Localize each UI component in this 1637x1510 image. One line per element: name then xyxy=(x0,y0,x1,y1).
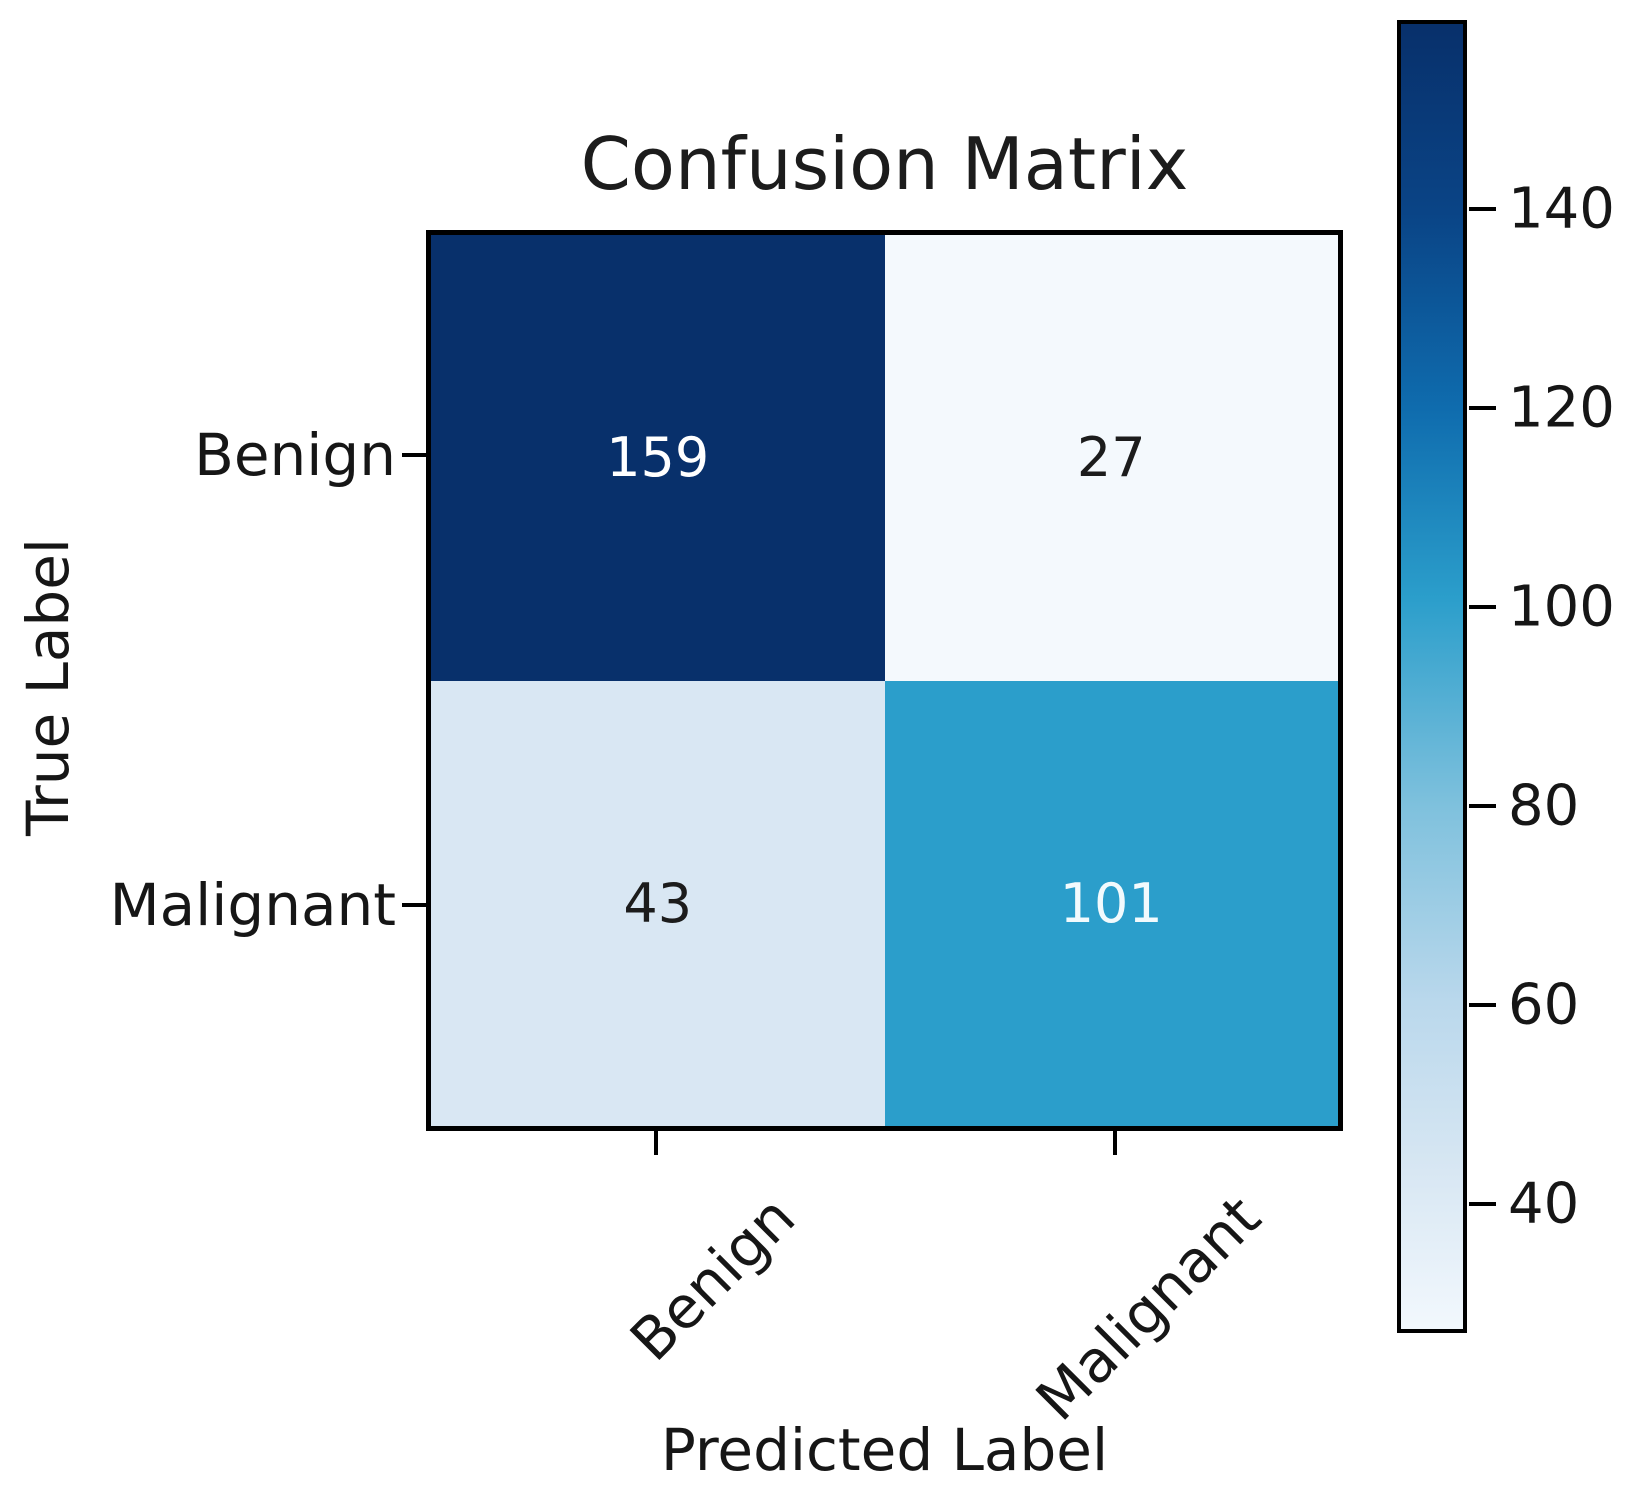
heatmap-cell-true-malignant-pred-benign: 43 xyxy=(431,680,885,1126)
y-tick-mark xyxy=(402,903,426,907)
y-tick-mark xyxy=(402,453,426,457)
x-tick-label-malignant: Malignant xyxy=(1022,1183,1274,1434)
heatmap-cell-true-benign-pred-malignant: 27 xyxy=(884,235,1338,681)
colorbar-tick-label: 120 xyxy=(1508,375,1615,441)
colorbar-tick-label: 80 xyxy=(1508,773,1580,839)
heatmap-cell-true-benign-pred-benign: 159 xyxy=(431,235,885,681)
colorbar-tick-label: 100 xyxy=(1508,574,1615,640)
heatmap-cell-true-malignant-pred-malignant: 101 xyxy=(884,680,1338,1126)
colorbar-tick-label: 60 xyxy=(1508,972,1580,1038)
colorbar-tick-mark xyxy=(1469,207,1496,211)
y-tick-label-benign: Benign xyxy=(194,421,396,489)
x-tick-label-benign: Benign xyxy=(617,1183,809,1374)
colorbar-tick-label: 40 xyxy=(1508,1171,1580,1237)
x-tick-mark xyxy=(1113,1131,1117,1155)
colorbar xyxy=(1397,20,1467,1333)
y-axis-title: True Label xyxy=(14,537,82,837)
heatmap: 159 27 43 101 xyxy=(426,230,1343,1131)
y-tick-label-malignant: Malignant xyxy=(109,871,396,939)
colorbar-tick-mark xyxy=(1469,804,1496,808)
colorbar-tick-mark xyxy=(1469,605,1496,609)
x-tick-mark xyxy=(654,1131,658,1155)
x-axis-title: Predicted Label xyxy=(660,1416,1109,1484)
chart-title: Confusion Matrix xyxy=(580,122,1189,206)
colorbar-tick-mark xyxy=(1469,406,1496,410)
colorbar-tick-label: 140 xyxy=(1508,176,1615,242)
colorbar-tick-mark xyxy=(1469,1003,1496,1007)
colorbar-tick-mark xyxy=(1469,1202,1496,1206)
